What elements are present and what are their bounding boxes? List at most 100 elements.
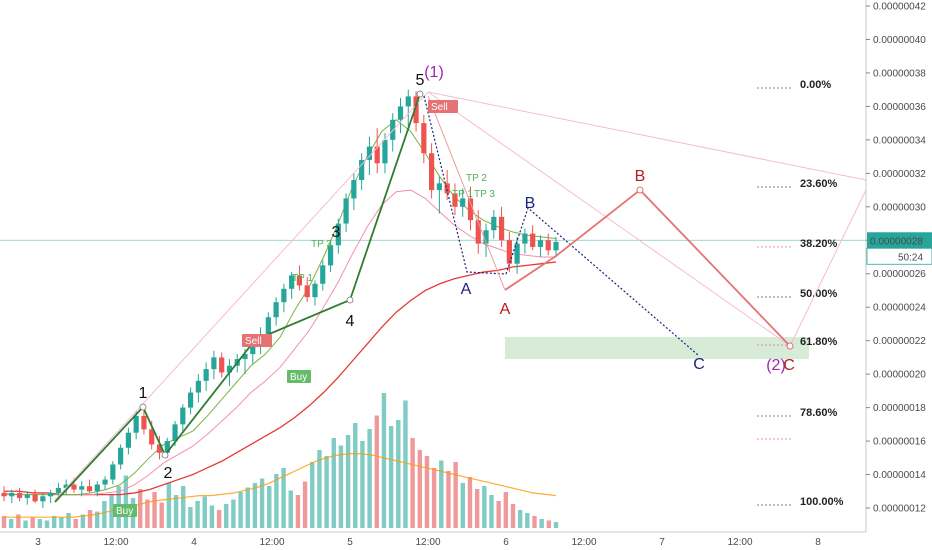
candle-body [55, 487, 62, 493]
fib-level-label: 50.00% [800, 288, 838, 300]
volume-bar [231, 499, 236, 528]
abc-blue-line [423, 95, 507, 275]
candle-body [327, 245, 334, 266]
candle-body [250, 344, 256, 355]
buy-signal-text: Buy [290, 372, 307, 383]
candle-body [522, 233, 528, 244]
candle-body [226, 365, 233, 373]
volume-bar [166, 483, 172, 528]
wave-label: 5 [416, 72, 425, 89]
candle-body [71, 484, 77, 490]
volume-bar [374, 415, 379, 528]
volume-bar [417, 450, 422, 528]
price-tick-label: 0.00000042 [873, 2, 926, 13]
candle-body [125, 432, 131, 448]
volume-bar [159, 502, 164, 528]
tp-label: TP 2 [466, 173, 487, 184]
volume-ma-line [4, 453, 557, 518]
wave-pivot [416, 90, 424, 98]
volume-bar [474, 489, 480, 528]
candle-body [219, 357, 225, 373]
impulse-wave-line [54, 93, 421, 503]
price-tick-label: 0.00000030 [873, 202, 926, 213]
volume-bar [30, 517, 35, 528]
time-tick-label: 12:00 [415, 537, 440, 548]
ma-mid-line [3, 189, 556, 496]
time-tick-label: 12:00 [571, 537, 596, 548]
volume-bar [245, 487, 250, 528]
candle-body [195, 380, 201, 393]
tp-label: TP 3 [311, 239, 332, 250]
candle-body [180, 407, 186, 425]
volume-bar [94, 511, 100, 528]
price-tick-label: 0.00000038 [873, 68, 926, 79]
wave-label: 2 [164, 465, 173, 482]
volume-bar [403, 400, 408, 528]
volume-bar [16, 514, 21, 528]
buy-signal-text: Buy [116, 506, 133, 517]
volume-bar [353, 423, 358, 528]
candle-body [421, 123, 427, 154]
time-tick-label: 12:00 [259, 537, 284, 548]
candle-body [40, 496, 46, 502]
countdown-label: 50:24 [898, 252, 923, 263]
volume-bar [338, 445, 344, 528]
volume-bar [123, 475, 129, 528]
volume-bar [489, 495, 494, 528]
channel-line [789, 189, 867, 347]
volume-bar [8, 519, 14, 528]
candle-body [16, 492, 23, 498]
candle-body [24, 494, 30, 498]
volume-bar [360, 441, 365, 528]
candle-body [86, 486, 93, 492]
target-zone [505, 337, 809, 359]
candle-body [366, 146, 373, 160]
price-tick-label: 0.00000016 [873, 437, 926, 448]
volume-bar [439, 460, 444, 528]
volume-bar [44, 520, 50, 528]
volume-bar [546, 520, 552, 528]
candle-body [265, 317, 271, 334]
candle-body [133, 415, 139, 433]
price-tick-label: 0.00000014 [873, 470, 926, 481]
time-tick-label: 6 [503, 537, 509, 548]
buy-signal [113, 504, 137, 517]
candle-body [32, 494, 38, 502]
volume-bar [331, 438, 336, 528]
volume-bar [37, 519, 43, 528]
volume-bar [138, 489, 143, 528]
volume-bar [66, 513, 71, 528]
fib-level-label: 78.60% [800, 407, 838, 419]
wave-label: 3 [332, 224, 341, 241]
candle-body [164, 441, 170, 453]
volume-bar [496, 501, 501, 528]
volume-bar [274, 474, 279, 528]
wave-label: A [461, 281, 472, 298]
volume-bar [553, 522, 559, 528]
candle-body [48, 492, 54, 497]
volume-bar [281, 468, 286, 528]
candle-body [289, 275, 295, 289]
volume-bar [302, 481, 308, 528]
volume-bar [431, 468, 437, 528]
tp-label: TP 1 [452, 189, 473, 200]
sell-signal [428, 100, 458, 113]
wave-label: 1 [139, 385, 148, 402]
volume-bar [324, 456, 329, 528]
candle-body [156, 444, 163, 453]
time-tick-label: 5 [347, 537, 353, 548]
candle-body [102, 479, 108, 485]
price-tick-label: 0.00000040 [873, 35, 926, 46]
volume-bar [23, 520, 28, 528]
candle-body [514, 243, 520, 264]
price-tick-label: 0.00000026 [873, 269, 926, 280]
wave-pivot [161, 451, 169, 459]
wave-label: 4 [346, 313, 355, 330]
wave-label: (2) [766, 357, 786, 374]
candle-body [467, 198, 474, 221]
candle-body [320, 265, 326, 284]
volume-bar [288, 490, 293, 528]
candle-body [9, 492, 15, 497]
volume-bar [446, 471, 451, 528]
